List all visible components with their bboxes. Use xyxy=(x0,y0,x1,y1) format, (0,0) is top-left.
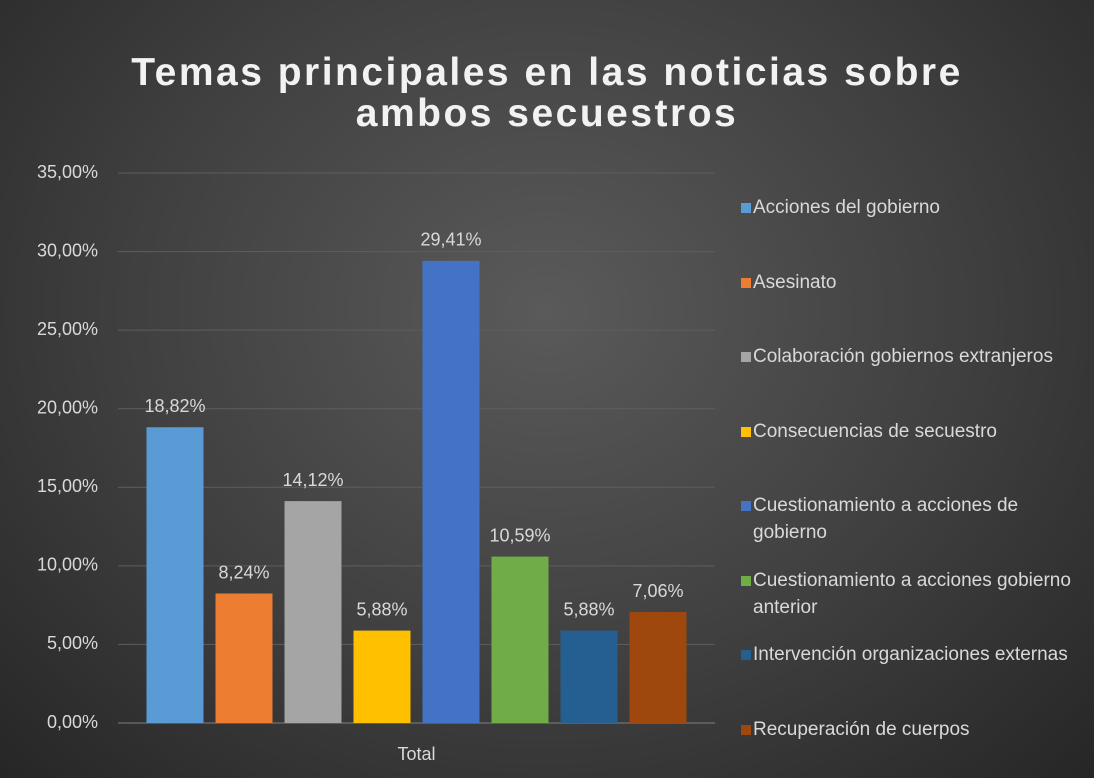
legend-label: Asesinato xyxy=(753,271,837,293)
data-label: 29,41% xyxy=(420,230,481,250)
legend-item: Intervención organizaciones externas xyxy=(741,641,1086,668)
data-label: 18,82% xyxy=(144,396,205,416)
legend-item: Asesinato xyxy=(741,269,1086,296)
legend-label: Colaboración gobiernos extranjeros xyxy=(753,346,1053,367)
y-tick-label: 5,00% xyxy=(47,633,98,653)
legend-item: Recuperación de cuerpos xyxy=(741,716,1086,743)
legend-label: Acciones del gobierno xyxy=(753,197,940,218)
y-tick-label: 0,00% xyxy=(47,712,98,732)
y-tick-label: 30,00% xyxy=(37,240,98,260)
bar xyxy=(353,630,411,723)
y-tick-label: 10,00% xyxy=(37,555,98,575)
y-tick-label: 35,00% xyxy=(37,162,98,182)
data-label: 7,06% xyxy=(632,581,683,601)
bar xyxy=(491,556,549,723)
legend-item: Consecuencias de secuestro xyxy=(741,418,1086,445)
legend-swatch xyxy=(741,203,751,213)
bar xyxy=(284,501,342,723)
data-label: 8,24% xyxy=(218,562,269,582)
legend-label: Intervención organizaciones externas xyxy=(753,644,1068,665)
x-tick-label: Total xyxy=(397,744,435,764)
data-label: 5,88% xyxy=(563,599,614,619)
legend-swatch xyxy=(741,650,751,660)
legend-label: Cuestionamiento a acciones de gobierno xyxy=(753,495,1019,543)
data-label: 14,12% xyxy=(282,470,343,490)
legend-swatch xyxy=(741,724,751,735)
legend-label: Consecuencias de secuestro xyxy=(753,420,997,442)
bar xyxy=(215,593,273,723)
y-tick-label: 20,00% xyxy=(37,397,98,417)
legend-item: Colaboración gobiernos extranjeros xyxy=(741,343,1086,370)
legend-swatch xyxy=(741,501,751,511)
legend-label: Cuestionamiento a acciones gobierno ante… xyxy=(753,569,1071,618)
y-tick-label: 15,00% xyxy=(37,476,98,496)
legend-item: Cuestionamiento a acciones de gobierno xyxy=(741,492,1086,546)
bar xyxy=(560,630,618,723)
chart-title: Temas principales en las noticias sobre … xyxy=(131,51,963,135)
data-label: 5,88% xyxy=(356,599,407,619)
data-label: 10,59% xyxy=(489,525,550,545)
legend-item: Acciones del gobierno xyxy=(741,194,1086,221)
bar xyxy=(629,612,687,723)
legend-label: Recuperación de cuerpos xyxy=(753,718,970,740)
legend-swatch xyxy=(741,426,751,437)
legend-item: Cuestionamiento a acciones gobierno ante… xyxy=(741,567,1086,621)
bar xyxy=(422,260,480,723)
legend-swatch xyxy=(741,277,751,288)
bar xyxy=(146,427,204,723)
y-tick-label: 25,00% xyxy=(37,319,98,339)
legend-swatch xyxy=(741,352,751,362)
legend-swatch xyxy=(741,575,751,586)
